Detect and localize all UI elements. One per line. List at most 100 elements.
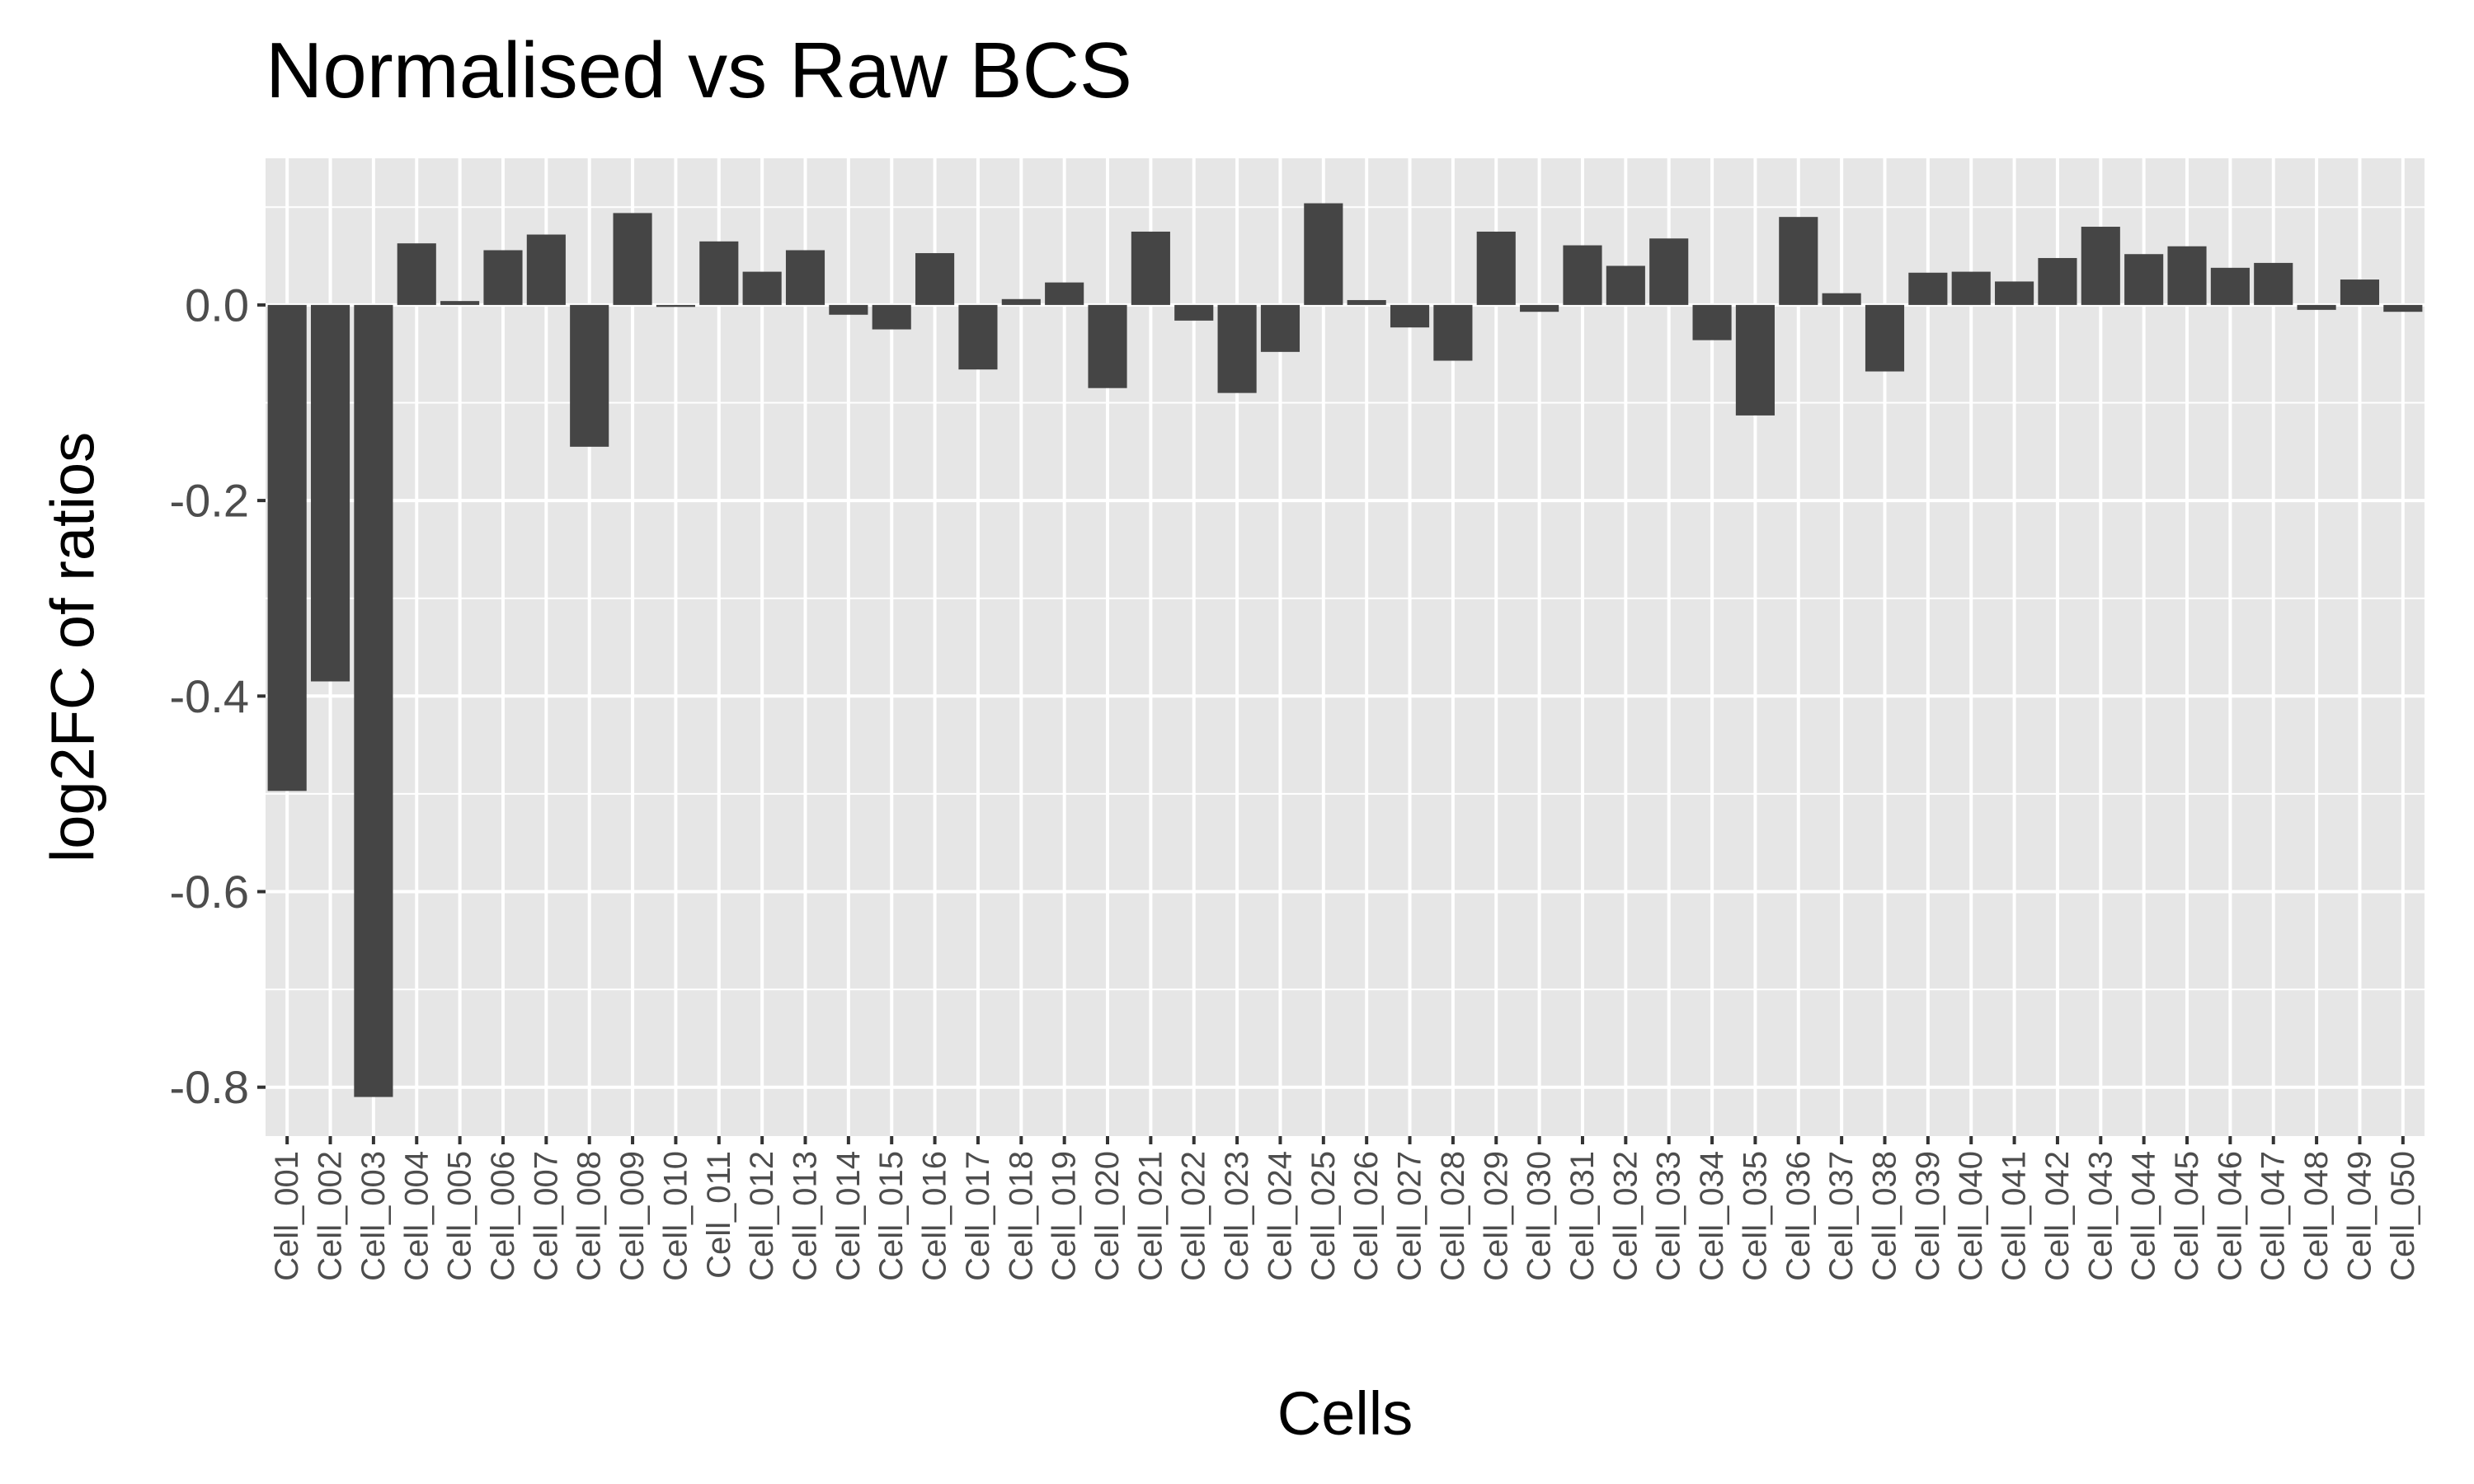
x-tick-label: Cell_048 [2298,1151,2335,1281]
bar-cell-040 [1951,271,1991,305]
bar-cell-050 [2383,304,2423,312]
x-tick-label: Cell_027 [1392,1151,1428,1281]
x-tick-label: Cell_035 [1737,1151,1773,1281]
bar-cell-009 [613,213,652,305]
x-tick-label: Cell_045 [2169,1151,2205,1281]
x-tick-label: Cell_021 [1132,1151,1169,1281]
x-tick-label: Cell_004 [398,1151,435,1281]
y-tick-label: -0.8 [170,1061,250,1113]
y-tick-label: -0.6 [170,866,250,918]
bar-cell-026 [1347,299,1386,305]
x-tick-label: Cell_037 [1823,1151,1860,1281]
bar-cell-016 [915,253,955,305]
x-tick-label: Cell_033 [1651,1151,1687,1281]
x-tick-label: Cell_016 [917,1151,953,1281]
bar-cell-034 [1692,304,1732,340]
bar-cell-019 [1045,282,1084,305]
x-tick-label: Cell_041 [1997,1151,2033,1281]
bar-cell-039 [1908,272,1948,305]
bar-cell-022 [1174,304,1214,321]
x-tick-label: Cell_029 [1478,1151,1514,1281]
x-tick-label: Cell_019 [1047,1151,1083,1281]
x-tick-label: Cell_032 [1607,1151,1644,1281]
x-tick-label: Cell_020 [1089,1151,1126,1281]
x-tick-label: Cell_025 [1305,1151,1342,1281]
y-tick-label: -0.4 [170,670,250,722]
bar-cell-041 [1995,281,2034,305]
bar-cell-049 [2340,279,2380,305]
x-tick-label: Cell_006 [485,1151,521,1281]
bar-cell-012 [742,271,782,305]
bar-cell-025 [1304,203,1343,305]
x-axis-title: Cells [1277,1379,1413,1448]
bar-cell-001 [267,304,307,791]
x-tick-label: Cell_028 [1435,1151,1471,1281]
x-tick-label: Cell_026 [1348,1151,1385,1281]
x-tick-label: Cell_018 [1003,1151,1039,1281]
x-tick-label: Cell_022 [1176,1151,1212,1281]
bar-cell-010 [656,304,695,308]
x-tick-label: Cell_005 [442,1151,478,1281]
bar-cell-003 [354,304,393,1097]
y-tick-label: 0.0 [185,279,249,331]
x-tick-label: Cell_001 [269,1151,305,1281]
x-tick-label: Cell_038 [1867,1151,1903,1281]
bar-cell-032 [1606,265,1645,305]
x-tick-label: Cell_023 [1219,1151,1255,1281]
bar-cell-037 [1822,293,1861,305]
y-axis-title: log2FC of ratios [39,432,107,862]
bar-cell-011 [699,241,739,305]
x-tick-label: Cell_049 [2341,1151,2378,1281]
bar-cell-006 [483,250,523,305]
bar-cell-035 [1735,304,1775,416]
bar-cell-033 [1649,238,1689,305]
x-tick-label: Cell_010 [657,1151,694,1281]
x-tick-label: Cell_017 [960,1151,996,1281]
bar-cell-024 [1260,304,1300,352]
x-tick-label: Cell_031 [1564,1151,1601,1281]
bar-cell-005 [440,301,480,305]
bar-cell-044 [2124,254,2164,305]
bar-cell-002 [310,304,350,682]
bar-cell-047 [2254,262,2293,305]
x-tick-label: Cell_015 [873,1151,910,1281]
x-tick-label: Cell_043 [2082,1151,2119,1281]
x-tick-label: Cell_034 [1694,1151,1730,1281]
plot-panel [266,158,2425,1136]
bar-cell-029 [1476,231,1516,305]
bar-cell-045 [2167,246,2207,305]
x-tick-label: Cell_050 [2385,1151,2421,1281]
bar-cell-014 [829,304,868,315]
bar-cell-020 [1088,304,1127,388]
bar-cell-030 [1520,304,1559,312]
x-tick-label: Cell_039 [1910,1151,1946,1281]
bar-cell-036 [1779,217,1818,305]
bar-cell-031 [1563,245,1602,305]
bar-cell-027 [1390,304,1430,328]
x-tick-label: Cell_002 [313,1151,349,1281]
bar-cell-048 [2297,304,2336,310]
x-axis: Cell_001 Cell_002 Cell_003 Cell_004 Cell_005… [269,1136,2421,1281]
bar-cell-028 [1433,304,1473,361]
x-tick-label: Cell_003 [355,1151,392,1281]
bar-cell-042 [2038,257,2077,305]
bars [267,203,2423,1097]
x-tick-label: Cell_040 [1953,1151,1989,1281]
x-tick-label: Cell_014 [830,1151,867,1281]
y-tick-label: -0.2 [170,475,250,527]
bar-cell-023 [1217,304,1257,393]
x-tick-label: Cell_008 [571,1151,608,1281]
x-tick-label: Cell_013 [788,1151,824,1281]
bar-cell-038 [1865,304,1905,372]
x-tick-label: Cell_047 [2255,1151,2292,1281]
bar-cell-017 [958,304,998,370]
grid-lines [266,158,2425,1136]
x-tick-label: Cell_011 [701,1151,737,1279]
chart-title: Normalised vs Raw BCS [266,26,1132,115]
bar-cell-008 [570,304,609,447]
bar-cell-015 [872,304,911,330]
bar-cell-013 [785,250,825,305]
x-tick-label: Cell_012 [744,1151,780,1281]
